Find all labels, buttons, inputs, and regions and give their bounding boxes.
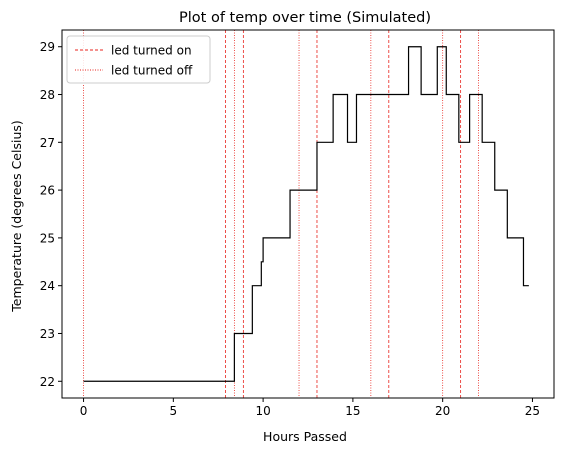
y-tick-label-24: 24	[40, 279, 55, 293]
y-tick-label-26: 26	[40, 184, 55, 198]
legend-box	[66, 35, 211, 84]
y-tick-label-25: 25	[40, 231, 55, 245]
x-tick-label-25: 25	[525, 404, 540, 418]
temp-series-line	[83, 46, 529, 382]
plot-frame	[61, 29, 555, 399]
legend-label-0: led turned on	[111, 44, 192, 58]
y-tick-label-29: 29	[40, 40, 55, 54]
x-tick-label-0: 0	[80, 404, 88, 418]
y-tick-label-27: 27	[40, 136, 55, 150]
x-tick-label-20: 20	[435, 404, 450, 418]
chart-title: Plot of temp over time (Simulated)	[179, 10, 431, 26]
y-tick-label-28: 28	[40, 88, 55, 102]
y-axis-label: Temperature (degrees Celsius)	[9, 120, 24, 313]
x-tick-label-15: 15	[345, 404, 360, 418]
x-tick-label-10: 10	[255, 404, 270, 418]
y-tick-label-23: 23	[40, 327, 55, 341]
x-tick-label-5: 5	[170, 404, 178, 418]
legend-label-1: led turned off	[111, 64, 193, 78]
x-axis-label: Hours Passed	[263, 429, 347, 444]
y-tick-label-22: 22	[40, 375, 55, 389]
